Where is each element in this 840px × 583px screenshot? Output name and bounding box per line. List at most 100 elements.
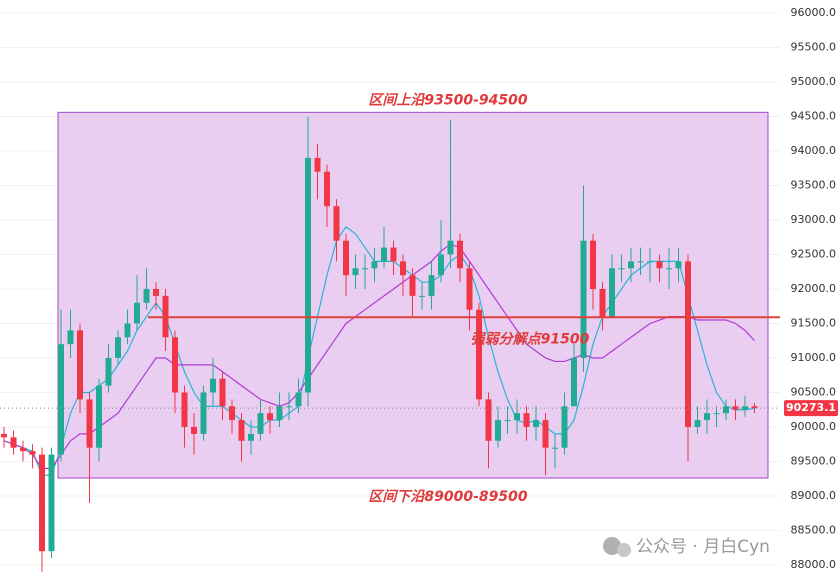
candle-body bbox=[305, 157, 311, 393]
y-tick-label: 90500.0 bbox=[791, 385, 837, 398]
candle-body bbox=[343, 240, 349, 276]
candle-body bbox=[504, 420, 511, 422]
candle-body bbox=[181, 392, 188, 427]
candle-body bbox=[466, 268, 473, 310]
price-tag-label: 90273.1 bbox=[786, 401, 836, 414]
candle-body bbox=[276, 406, 283, 421]
candle-body bbox=[352, 268, 359, 276]
candle-body bbox=[134, 302, 140, 324]
candle-body bbox=[590, 240, 596, 289]
candle-body bbox=[419, 295, 425, 297]
candle-body bbox=[428, 275, 435, 296]
candle-body bbox=[656, 261, 663, 269]
candle-body bbox=[58, 344, 64, 455]
candle-body bbox=[552, 447, 558, 449]
y-tick-label: 95500.0 bbox=[791, 40, 837, 53]
candle-body bbox=[514, 413, 520, 421]
watermark: 公众号 · 月白Cyn bbox=[636, 537, 770, 557]
candle-body bbox=[86, 399, 93, 448]
candle-body bbox=[533, 420, 539, 427]
y-tick-label: 91500.0 bbox=[791, 316, 837, 329]
candle-body bbox=[39, 454, 45, 552]
candle-body bbox=[628, 261, 634, 269]
y-tick-label: 93000.0 bbox=[791, 213, 837, 226]
candle-body bbox=[362, 268, 368, 270]
candle-body bbox=[685, 261, 691, 427]
candle-body bbox=[124, 323, 131, 338]
candle-body bbox=[400, 261, 406, 276]
candle-body bbox=[713, 413, 720, 415]
candle-body bbox=[381, 247, 387, 262]
candle-body bbox=[694, 420, 701, 427]
price-tag bbox=[784, 400, 838, 417]
candle-body bbox=[105, 357, 112, 386]
candle-body bbox=[324, 171, 330, 207]
candle-body bbox=[438, 254, 444, 276]
candle-body bbox=[238, 420, 245, 441]
y-tick-label: 89500.0 bbox=[791, 454, 837, 467]
candle-body bbox=[390, 247, 397, 262]
candle-body bbox=[523, 413, 530, 427]
candle-body bbox=[495, 420, 501, 441]
candle-body bbox=[67, 330, 74, 345]
candle-body bbox=[314, 157, 321, 172]
candle-body bbox=[751, 406, 758, 409]
candle-body bbox=[704, 413, 710, 421]
candle-body bbox=[571, 357, 577, 407]
candle-body bbox=[647, 261, 653, 263]
candle-body bbox=[48, 454, 55, 552]
y-tick-label: 92500.0 bbox=[791, 247, 837, 260]
candle-body bbox=[561, 406, 568, 448]
y-tick-label: 91000.0 bbox=[791, 351, 837, 364]
y-tick-label: 88500.0 bbox=[791, 523, 837, 536]
candle-body bbox=[96, 385, 102, 448]
candle-body bbox=[371, 261, 378, 269]
candle-body bbox=[542, 420, 549, 448]
y-tick-label: 88000.0 bbox=[791, 558, 837, 571]
watermark-icon bbox=[603, 537, 631, 557]
candle-body bbox=[20, 447, 26, 452]
candle-body bbox=[153, 288, 159, 296]
y-tick-label: 95000.0 bbox=[791, 75, 837, 88]
y-tick-label: 94000.0 bbox=[791, 144, 837, 157]
candle-body bbox=[257, 413, 264, 434]
annotation: 区间上沿93500-94500 bbox=[368, 92, 527, 108]
annotation: 区间下沿89000-89500 bbox=[368, 489, 527, 505]
candle-body bbox=[618, 268, 625, 270]
candle-body bbox=[457, 240, 463, 269]
candle-body bbox=[191, 426, 197, 434]
candle-body bbox=[580, 240, 587, 358]
candle-body bbox=[248, 433, 254, 441]
y-tick-label: 94500.0 bbox=[791, 109, 837, 122]
candle-body bbox=[447, 240, 454, 255]
candle-body bbox=[675, 261, 682, 269]
y-tick-label: 93500.0 bbox=[791, 178, 837, 191]
candle-body bbox=[609, 268, 615, 317]
y-tick-label: 89000.0 bbox=[791, 489, 837, 502]
candle-body bbox=[143, 288, 150, 303]
candle-body bbox=[1, 433, 7, 438]
candle-body bbox=[172, 337, 178, 393]
moving-average bbox=[3, 243, 755, 469]
candle-body bbox=[637, 261, 644, 263]
candle-body bbox=[476, 309, 482, 400]
annotation: 强弱分解点91500 bbox=[471, 330, 590, 347]
y-tick-label: 92000.0 bbox=[791, 282, 837, 295]
candle-body bbox=[229, 406, 235, 421]
candle-body bbox=[219, 378, 226, 407]
candle-body bbox=[210, 378, 216, 393]
candle-body bbox=[732, 406, 739, 410]
y-tick-label: 96000.0 bbox=[791, 6, 837, 19]
candle-body bbox=[286, 406, 292, 408]
candle-body bbox=[409, 275, 416, 296]
candle-body bbox=[666, 268, 672, 270]
candle-body bbox=[29, 451, 36, 455]
candle-body bbox=[333, 206, 340, 241]
candle-body bbox=[10, 437, 17, 448]
candle-body bbox=[723, 406, 729, 414]
candle-body bbox=[77, 330, 83, 400]
candle-body bbox=[599, 288, 606, 317]
candle-body bbox=[485, 399, 492, 441]
candle-body bbox=[115, 337, 121, 358]
